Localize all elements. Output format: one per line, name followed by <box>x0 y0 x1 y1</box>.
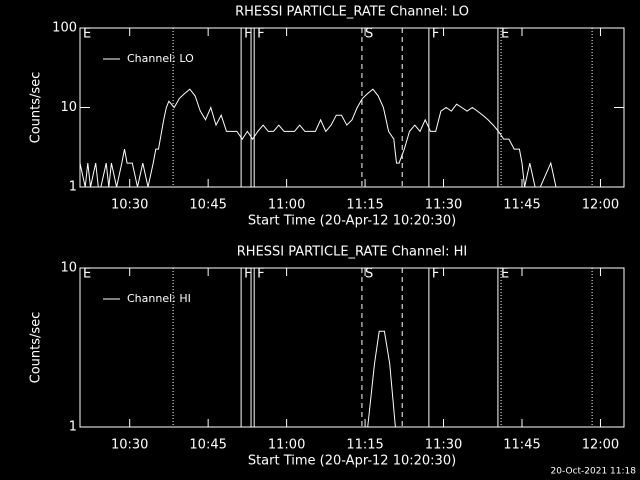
chart-title: RHESSI PARTICLE_RATE Channel: HI <box>237 245 467 260</box>
x-tick-label: 11:45 <box>503 198 540 213</box>
chart-title: RHESSI PARTICLE_RATE Channel: LO <box>235 5 469 20</box>
y-tick-label: 10 <box>60 100 77 115</box>
y-axis-label: Counts/sec <box>29 72 44 144</box>
event-label: F <box>257 27 264 42</box>
y-tick-label: 10 <box>60 261 77 276</box>
event-label: F <box>244 27 251 42</box>
event-label: E <box>83 267 91 282</box>
x-tick-label: 12:00 <box>582 198 619 213</box>
legend-label: Channel: HI <box>127 292 191 305</box>
x-tick-label: 10:30 <box>111 438 148 453</box>
x-tick-label: 11:15 <box>346 438 383 453</box>
event-label: F <box>257 267 264 282</box>
x-tick-label: 10:30 <box>111 198 148 213</box>
event-label: E <box>501 267 509 282</box>
data-line <box>367 330 396 427</box>
y-axis-label: Counts/sec <box>29 312 44 384</box>
timestamp: 20-Oct-2021 11:18 <box>551 467 637 477</box>
y-tick-label: 1 <box>69 180 77 195</box>
x-tick-label: 11:00 <box>268 438 305 453</box>
x-axis-label: Start Time (20-Apr-12 10:20:30) <box>248 214 456 229</box>
y-tick-label: 100 <box>52 21 77 36</box>
event-label: E <box>83 27 91 42</box>
event-label: E <box>501 27 509 42</box>
event-label: S <box>365 267 373 282</box>
event-label: F <box>432 27 439 42</box>
x-tick-label: 10:45 <box>189 198 226 213</box>
legend-label: Channel: LO <box>127 52 194 65</box>
x-tick-label: 10:45 <box>189 438 226 453</box>
y-tick-label: 1 <box>69 420 77 435</box>
x-tick-label: 11:15 <box>346 198 383 213</box>
event-label: F <box>244 267 251 282</box>
x-tick-label: 12:00 <box>582 438 619 453</box>
x-tick-label: 11:00 <box>268 198 305 213</box>
x-tick-label: 11:45 <box>503 438 540 453</box>
x-tick-label: 11:30 <box>425 438 462 453</box>
x-axis-label: Start Time (20-Apr-12 10:20:30) <box>248 454 456 469</box>
event-label: S <box>365 27 373 42</box>
event-label: F <box>432 267 439 282</box>
data-line <box>80 88 562 187</box>
x-tick-label: 11:30 <box>425 198 462 213</box>
